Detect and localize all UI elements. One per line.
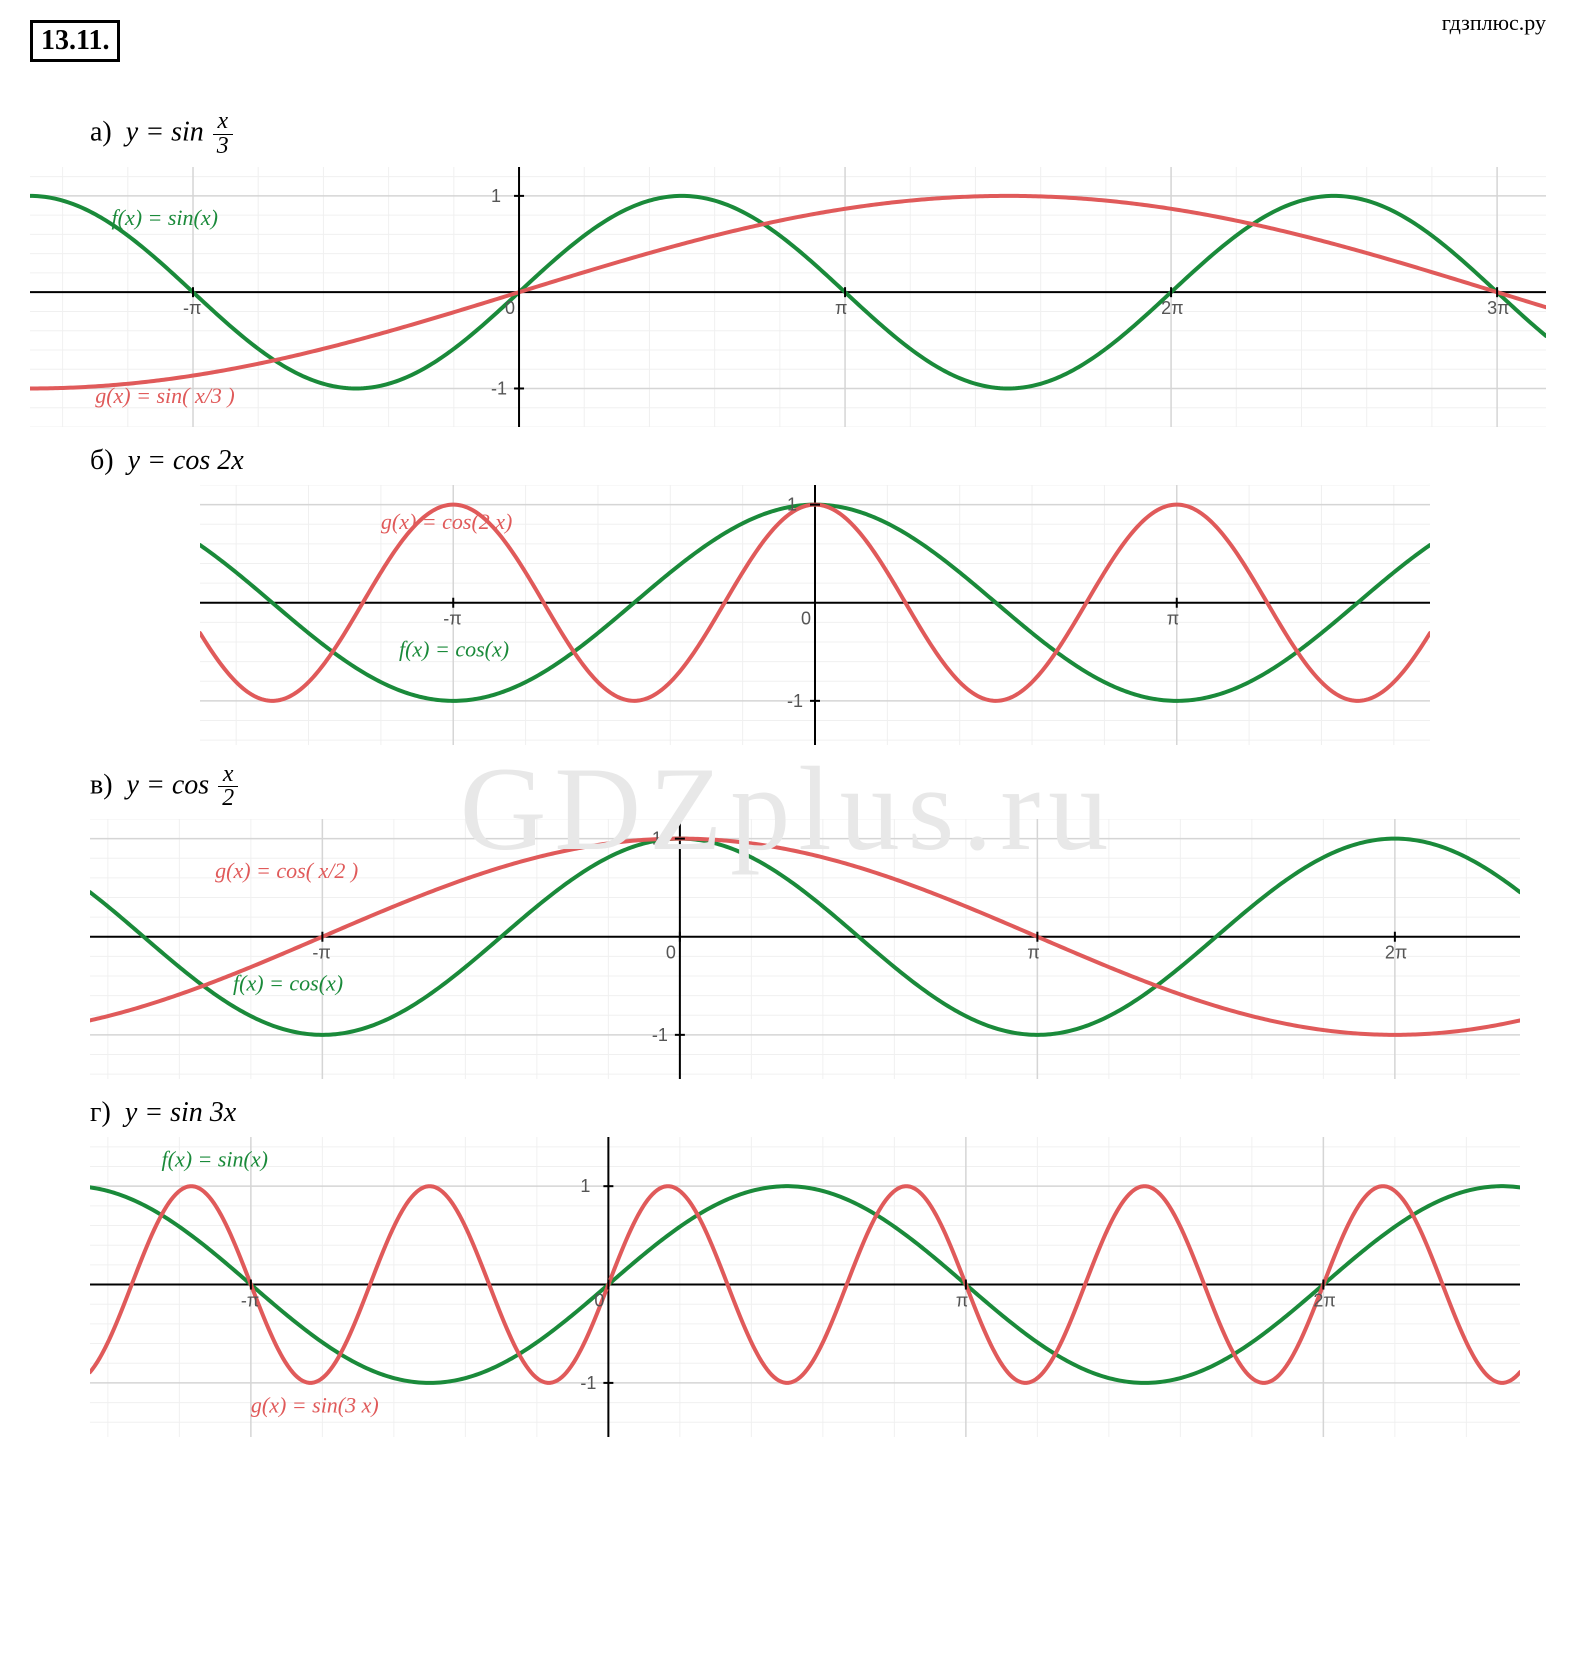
x-tick-label: -π [241,1291,259,1311]
y-tick-label: 1 [491,185,501,205]
y-tick-label: -1 [491,378,507,398]
series-legend: g(x) = sin( x/3 ) [95,383,234,408]
chart-wrap: -π 0 π -1 1 g(x) = cos(2 x) f(x) = cos(x) [200,485,1546,745]
series-legend: f(x) = sin(x) [112,204,218,229]
y-tick-label: 1 [652,829,662,849]
chart-wrap: -π 0 π 2π -1 1 g(x) = cos( x/2 ) f(x) = cos(x) [90,819,1546,1079]
x-tick-label: π [1167,608,1179,628]
x-tick-label: 0 [801,608,811,628]
x-tick-label: 0 [594,1291,604,1311]
x-tick-label: 0 [505,298,515,318]
subpart-heading: б) y = cos 2x [90,445,1546,477]
x-tick-label: π [1027,943,1039,963]
x-tick-label: 3π [1487,298,1509,318]
y-tick-label: -1 [580,1373,596,1393]
x-tick-label: 2π [1161,298,1183,318]
y-tick-label: -1 [652,1025,668,1045]
series-legend: g(x) = cos( x/2 ) [215,858,358,883]
parts-container: а) y = sin x3 -π 0 π 2π 3π -1 1 f(x) = sin(x) g(x… [30,110,1546,1437]
x-tick-label: 0 [666,943,676,963]
y-tick-label: 1 [787,494,797,514]
series-legend: f(x) = cos(x) [233,971,343,996]
problem-number: 13.11. [30,20,120,62]
x-tick-label: -π [443,608,461,628]
chart-wrap: -π 0 π 2π -1 1 f(x) = sin(x) g(x) = sin(3 x) [90,1137,1546,1437]
x-tick-label: -π [183,298,201,318]
source-watermark: гдзплюс.ру [1442,10,1546,36]
chart: -π 0 π 2π -1 1 g(x) = cos( x/2 ) f(x) = cos(x) [90,819,1520,1079]
subpart-heading: а) y = sin x3 [90,110,1546,159]
y-tick-label: 1 [580,1176,590,1196]
chart: -π 0 π 2π -1 1 f(x) = sin(x) g(x) = sin(3 x) [90,1137,1520,1437]
x-tick-label: π [956,1291,968,1311]
chart-wrap: -π 0 π 2π 3π -1 1 f(x) = sin(x) g(x) = sin( x/3 … [30,167,1546,427]
series-legend: g(x) = cos(2 x) [381,509,513,534]
series-legend: f(x) = cos(x) [399,636,509,661]
series-legend: g(x) = sin(3 x) [251,1393,379,1418]
subpart-heading: г) y = sin 3x [90,1097,1546,1129]
chart: -π 0 π -1 1 g(x) = cos(2 x) f(x) = cos(x) [200,485,1430,745]
page: гдзплюс.ру 13.11. а) y = sin x3-π0π2π3π-… [0,0,1576,1467]
subpart-heading: в) y = cos x2 [90,763,1546,812]
x-tick-label: -π [312,943,330,963]
series-legend: f(x) = sin(x) [162,1147,268,1172]
chart: -π 0 π 2π 3π -1 1 f(x) = sin(x) g(x) = sin( x/3 … [30,167,1546,427]
x-tick-label: 2π [1313,1291,1335,1311]
x-tick-label: 2π [1385,943,1407,963]
y-tick-label: -1 [787,690,803,710]
x-tick-label: π [835,298,847,318]
